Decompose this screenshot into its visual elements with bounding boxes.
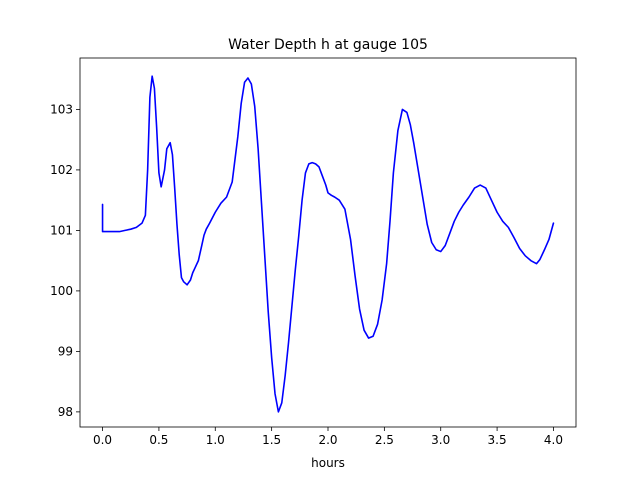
x-tick-label: 3.5	[488, 433, 507, 447]
x-tick-label: 2.0	[318, 433, 337, 447]
plot-area	[80, 58, 576, 427]
x-tick-label: 1.5	[262, 433, 281, 447]
plot-background	[80, 58, 576, 427]
y-tick-label: 102	[50, 163, 73, 177]
x-tick-label: 4.0	[544, 433, 563, 447]
x-tick-label: 1.0	[206, 433, 225, 447]
series-line-1	[101, 75, 555, 413]
x-tick-label: 3.0	[431, 433, 450, 447]
x-tick-label: 0.0	[93, 433, 112, 447]
x-axis: 0.0 0.5 1.0 1.5 2.0 2.5 3.0 3.5 4.0	[93, 427, 563, 447]
chart-title: Water Depth h at gauge 105	[228, 37, 428, 53]
y-tick-label: 100	[50, 284, 73, 298]
y-tick-label: 103	[50, 102, 73, 116]
axes-frame	[79, 57, 577, 428]
axes-border	[79, 57, 577, 428]
series-layer	[101, 75, 555, 413]
x-tick-label: 2.5	[375, 433, 394, 447]
y-tick-label: 98	[58, 405, 73, 419]
y-tick-label: 101	[50, 223, 73, 237]
x-axis-label: hours	[311, 456, 345, 470]
x-tick-label: 0.5	[149, 433, 168, 447]
y-tick-label: 99	[58, 344, 73, 358]
y-axis: 98 99 100 101 102 103	[50, 102, 80, 419]
